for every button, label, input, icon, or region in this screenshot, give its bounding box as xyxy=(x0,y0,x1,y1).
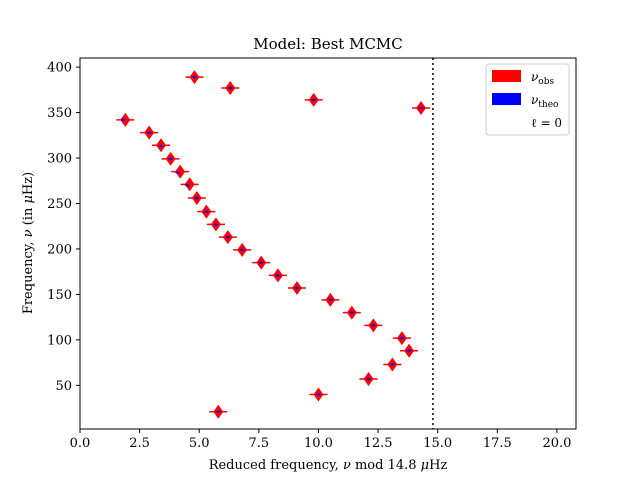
data-point-theo-5 xyxy=(398,336,405,340)
legend: νobs νtheo ℓ = 0 xyxy=(485,63,570,136)
data-point-theo-13 xyxy=(224,235,231,239)
axes-group: 0.0 2.5 5.0 7.5 10.0 12.5 15.0 17.5 20.0 50 100 150… xyxy=(47,57,577,451)
y-tick-label-1: 100 xyxy=(47,333,72,348)
data-point-theo-1 xyxy=(315,392,322,396)
data-point-theo-19 xyxy=(167,157,174,161)
y-tick-label-3: 200 xyxy=(47,242,72,257)
x-axis-label: Reduced frequency, ν mod 14.8 μHz xyxy=(209,458,448,473)
axes-frame xyxy=(79,57,577,430)
legend-obs-swatch xyxy=(492,70,521,82)
data-point-theo-6 xyxy=(370,323,377,327)
data-point-theo-11 xyxy=(258,261,265,265)
data-series-group xyxy=(116,70,430,419)
data-point-theo-15 xyxy=(203,210,210,214)
x-tick-label-4: 10.0 xyxy=(304,436,333,451)
x-tick-label-1: 2.5 xyxy=(129,436,150,451)
data-point-theo-24 xyxy=(310,98,317,102)
data-point-theo-21 xyxy=(146,131,153,135)
legend-theo-swatch xyxy=(492,93,521,105)
data-point-theo-23 xyxy=(418,106,424,110)
x-tick-label-7: 17.5 xyxy=(483,436,512,451)
x-tick-label-5: 12.5 xyxy=(364,436,393,451)
x-tick-label-3: 7.5 xyxy=(249,436,270,451)
legend-theo-label: νtheo xyxy=(531,93,558,110)
data-point-theo-10 xyxy=(274,273,281,277)
data-point-theo-3 xyxy=(389,362,396,366)
data-point-theo-25 xyxy=(227,86,234,90)
data-point-theo-9 xyxy=(294,286,300,290)
data-point-theo-14 xyxy=(212,222,219,226)
data-point-theo-12 xyxy=(239,248,246,252)
y-tick-label-7: 400 xyxy=(47,61,72,76)
y-tick-label-2: 150 xyxy=(47,288,72,303)
y-tick-label-4: 250 xyxy=(47,197,72,212)
data-point-theo-0 xyxy=(215,410,222,414)
x-tick-label-0: 0.0 xyxy=(70,436,91,451)
x-tick-label-2: 5.0 xyxy=(189,436,210,451)
chart-title: Model: Best MCMC xyxy=(253,35,403,53)
y-tick-label-6: 350 xyxy=(47,106,72,121)
y-axis-label: Frequency, ν (in μHz) xyxy=(21,172,36,314)
data-point-theo-22 xyxy=(119,118,126,122)
data-point-theo-8 xyxy=(327,298,334,302)
data-point-theo-17 xyxy=(184,183,191,187)
data-point-theo-20 xyxy=(158,144,165,148)
data-point-theo-16 xyxy=(193,196,200,200)
data-point-theo-18 xyxy=(174,171,181,175)
data-point-theo-26 xyxy=(191,75,198,79)
y-tick-label-5: 300 xyxy=(47,152,72,167)
x-tick-label-8: 20.0 xyxy=(542,436,571,451)
legend-degree-label: ℓ = 0 xyxy=(531,116,562,130)
data-point-theo-7 xyxy=(348,311,355,315)
data-point-theo-2 xyxy=(365,377,372,381)
x-tick-label-6: 15.0 xyxy=(423,436,452,451)
data-point-theo-4 xyxy=(406,349,413,353)
y-tick-label-0: 50 xyxy=(55,379,72,394)
legend-obs-label: νobs xyxy=(531,70,554,87)
